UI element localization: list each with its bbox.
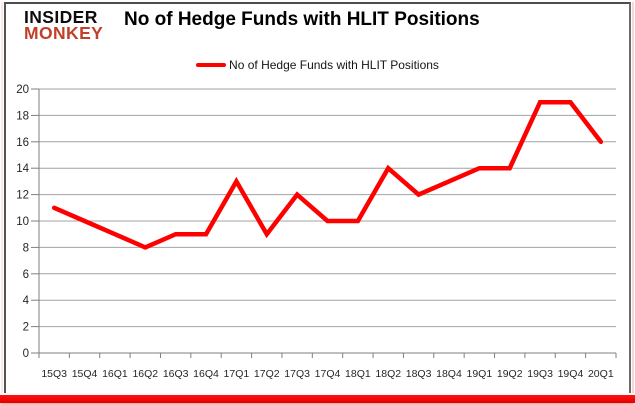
x-axis-category-label: 18Q2 — [375, 368, 401, 380]
y-axis-tick-label: 0 — [23, 348, 29, 360]
legend-line-swatch — [196, 63, 227, 67]
x-axis-category-label: 17Q3 — [284, 368, 310, 380]
x-axis-category-label: 19Q1 — [466, 368, 492, 380]
x-axis-category-label: 16Q3 — [163, 368, 189, 380]
x-axis-category-label: 16Q1 — [102, 368, 128, 380]
bottom-red-bar — [0, 395, 635, 403]
right-pink-edge-decoration — [632, 2, 634, 393]
x-axis-category-label: 17Q2 — [254, 368, 280, 380]
left-pink-edge-decoration — [1, 2, 3, 393]
x-axis-category-label: 20Q1 — [588, 368, 614, 380]
x-axis-category-label: 15Q4 — [72, 368, 98, 380]
x-axis-category-label: 15Q3 — [41, 368, 67, 380]
insider-monkey-logo: INSIDER MONKEY — [24, 7, 104, 44]
logo-word-monkey: MONKEY — [24, 23, 104, 44]
y-axis-tick-label: 2 — [23, 322, 29, 334]
x-axis-category-label: 16Q4 — [193, 368, 219, 380]
x-axis-category-label: 18Q3 — [406, 368, 432, 380]
logo-word-insider: INSIDER — [24, 7, 98, 27]
y-axis-tick-label: 20 — [16, 84, 29, 96]
x-axis-category-label: 18Q4 — [436, 368, 462, 380]
y-axis-tick-label: 8 — [23, 242, 29, 254]
chart-title: No of Hedge Funds with HLIT Positions — [124, 9, 480, 30]
x-axis-category-label: 16Q2 — [132, 368, 158, 380]
y-axis-tick-label: 6 — [23, 269, 29, 281]
y-axis-tick-label: 12 — [16, 190, 29, 202]
y-axis-tick-label: 14 — [16, 163, 29, 175]
x-axis-category-label: 19Q2 — [497, 368, 523, 380]
x-axis-category-label: 19Q4 — [558, 368, 584, 380]
y-axis-tick-label: 16 — [16, 137, 29, 149]
x-axis-category-label: 17Q4 — [315, 368, 341, 380]
x-axis-category-label: 17Q1 — [224, 368, 250, 380]
y-axis-tick-label: 18 — [16, 110, 29, 122]
y-axis-tick-label: 10 — [16, 216, 29, 228]
data-series-line — [51, 99, 604, 250]
x-axis-category-label: 18Q1 — [345, 368, 371, 380]
y-axis-tick-label: 4 — [23, 295, 30, 307]
legend: No of Hedge Funds with HLIT Positions — [0, 57, 635, 73]
x-axis-category-label: 19Q3 — [527, 368, 553, 380]
legend-label: No of Hedge Funds with HLIT Positions — [229, 58, 439, 72]
